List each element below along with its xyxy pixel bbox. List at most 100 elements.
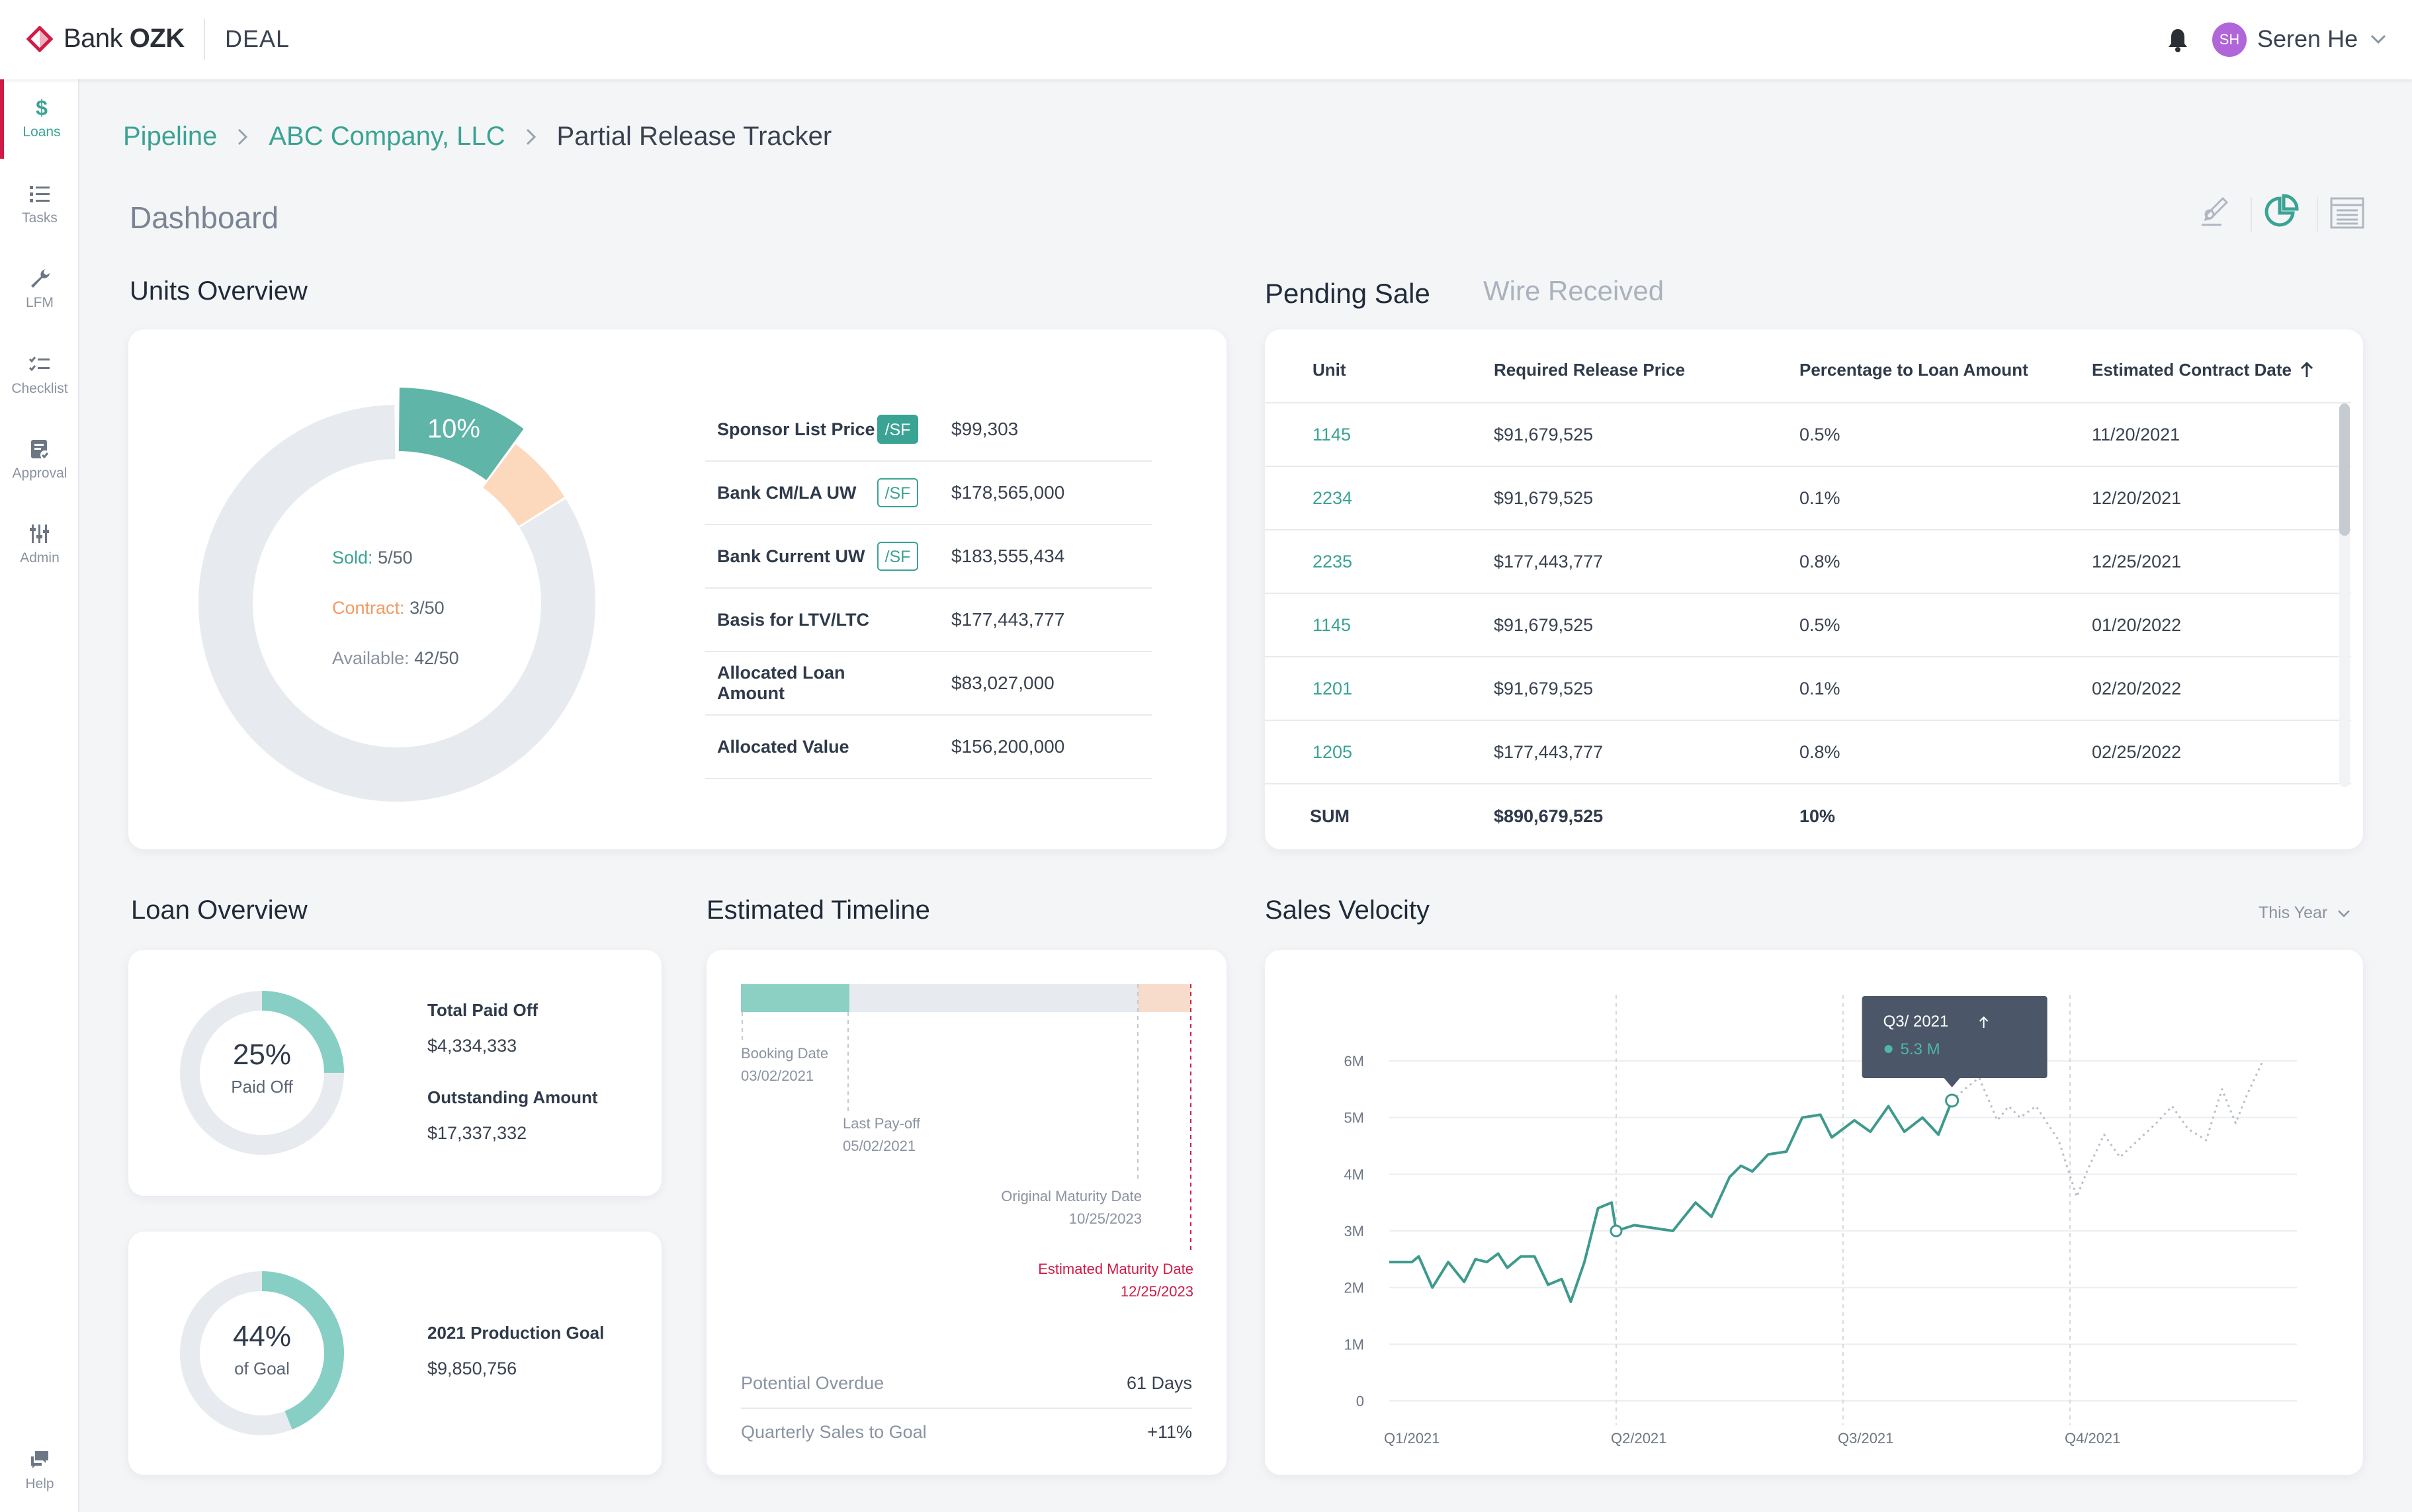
bank-logo[interactable]: Bank OZK — [26, 24, 185, 54]
tab-pending-sale[interactable]: Pending Sale — [1265, 278, 1430, 309]
sidebar-item-lfm[interactable]: LFM — [0, 250, 79, 329]
estimated-maturity-event: Estimated Maturity Date 12/25/2023 — [1038, 1258, 1193, 1303]
per-sf-toggle[interactable]: /SF — [877, 415, 918, 444]
period-dropdown[interactable]: This Year — [2259, 903, 2352, 923]
percentage-cell: 0.1% — [1799, 487, 1840, 508]
arrow-up-icon — [1979, 1016, 1989, 1028]
table-row[interactable]: 1145 $91,679,525 0.5% 01/20/2022 — [1265, 594, 2351, 657]
column-header-percentage[interactable]: Percentage to Loan Amount — [1799, 359, 2028, 380]
legend-contract: Contract: 3/50 — [332, 598, 445, 618]
table-row[interactable]: 2235 $177,443,777 0.8% 12/25/2021 — [1265, 530, 2351, 594]
production-goal-value: $9,850,756 — [427, 1359, 517, 1378]
user-name[interactable]: Seren He — [2257, 25, 2358, 52]
per-sf-toggle[interactable]: /SF — [877, 478, 918, 507]
contract-segment — [483, 444, 565, 526]
breadcrumb-company-link[interactable]: ABC Company, LLC — [269, 122, 505, 151]
chevron-down-icon[interactable] — [2368, 29, 2388, 49]
period-dropdown-value: This Year — [2259, 903, 2328, 922]
table-row[interactable]: 2234 $91,679,525 0.1% 12/20/2021 — [1265, 467, 2351, 530]
tab-wire-received[interactable]: Wire Received — [1483, 275, 1664, 306]
release-price-cell: $91,679,525 — [1494, 487, 1594, 508]
event-date: 05/02/2021 — [843, 1138, 916, 1154]
column-header-contract-date[interactable]: Estimated Contract Date — [2092, 337, 2314, 402]
event-label: Booking Date — [741, 1045, 829, 1062]
timeline-elapsed-segment — [741, 984, 849, 1012]
units-row-bank-cm-la-uw: Bank CM/LA UW /SF $178,565,000 — [705, 462, 1152, 525]
header-divider — [204, 19, 205, 60]
sidebar-item-help[interactable]: Help — [0, 1431, 79, 1511]
top-navigation-bar: Bank OZK DEAL SH Seren He — [0, 0, 2412, 79]
tooltip-title: Q3/ 2021 — [1883, 1013, 1949, 1030]
paid-off-fill — [262, 991, 344, 1073]
units-row-bank-current-uw: Bank Current UW /SF $183,555,434 — [705, 525, 1152, 589]
event-date: 10/25/2023 — [1068, 1210, 1142, 1227]
paid-off-percentage: 25% — [232, 1038, 292, 1071]
table-view-icon[interactable] — [2329, 194, 2366, 231]
column-header-unit[interactable]: Unit — [1313, 359, 1346, 380]
wrench-icon — [31, 269, 50, 288]
unit-link[interactable]: 2234 — [1313, 487, 1353, 508]
sidebar-item-approval[interactable]: Approval — [0, 421, 79, 500]
sidebar-item-label: Approval — [12, 466, 67, 481]
pending-sale-card — [1265, 329, 2363, 849]
timeline-remaining-segment — [849, 984, 1138, 1012]
y-tick-label: 5M — [1344, 1110, 1364, 1126]
breadcrumb-pipeline-link[interactable]: Pipeline — [123, 122, 218, 151]
sidebar: $ Loans Tasks LFM Checklist Approval Adm… — [0, 79, 79, 1512]
table-row[interactable]: 1205 $177,443,777 0.8% 02/25/2022 — [1265, 721, 2351, 784]
sort-ascending-icon[interactable] — [2300, 361, 2314, 378]
unit-link[interactable]: 1205 — [1313, 741, 1353, 762]
sidebar-item-label: Checklist — [11, 381, 68, 396]
sum-percentage: 10% — [1799, 806, 1836, 826]
sum-release-price: $890,679,525 — [1494, 806, 1604, 826]
table-row[interactable]: 1201 $91,679,525 0.1% 02/20/2022 — [1265, 657, 2351, 721]
q2-data-point — [1610, 1224, 1623, 1238]
sidebar-item-label: Help — [25, 1476, 54, 1491]
chat-icon — [31, 1451, 48, 1468]
y-tick-label: 6M — [1344, 1053, 1364, 1070]
sidebar-item-admin[interactable]: Admin — [0, 505, 79, 585]
contract-date-cell: 01/20/2022 — [2092, 614, 2182, 635]
event-date: 03/02/2021 — [741, 1068, 814, 1084]
row-value: $177,443,777 — [951, 609, 1065, 630]
tooltip-legend-dot — [1884, 1045, 1893, 1053]
highlighted-data-point — [1945, 1093, 1960, 1108]
table-body: 1145 $91,679,525 0.5% 11/20/2021 2234 $91,679… — [1265, 403, 2351, 784]
table-row[interactable]: 1145 $91,679,525 0.5% 11/20/2021 — [1265, 403, 2351, 467]
production-goal-caption: of Goal — [234, 1359, 290, 1378]
sidebar-item-loans[interactable]: $ Loans — [0, 79, 79, 159]
units-donut-chart: 10% — [198, 388, 595, 802]
actual-sales-line — [1389, 1100, 1954, 1304]
production-goal-center: 44% of Goal — [176, 1320, 348, 1379]
chevron-right-icon — [526, 128, 536, 145]
x-tick-label: Q1/2021 — [1384, 1430, 1440, 1447]
sold-percentage-label: 10% — [427, 415, 480, 444]
sidebar-item-checklist[interactable]: Checklist — [0, 336, 79, 415]
production-goal-donut — [180, 1271, 344, 1435]
row-label: Bank CM/LA UW — [717, 482, 857, 503]
unit-link[interactable]: 1201 — [1313, 678, 1353, 698]
chevron-right-icon — [238, 128, 248, 145]
scrollbar-thumb[interactable] — [2339, 403, 2350, 536]
outstanding-amount-label: Outstanding Amount — [427, 1087, 598, 1107]
pie-chart-icon[interactable] — [2262, 193, 2300, 230]
row-value: $156,200,000 — [951, 736, 1065, 757]
table-scrollbar[interactable] — [2339, 403, 2350, 787]
page-title: Dashboard — [130, 200, 279, 235]
potential-overdue-label: Potential Overdue — [741, 1373, 884, 1393]
user-avatar[interactable]: SH — [2212, 22, 2247, 57]
unit-link[interactable]: 2235 — [1313, 551, 1353, 571]
x-tick-label: Q3/2021 — [1838, 1430, 1893, 1447]
sidebar-item-tasks[interactable]: Tasks — [0, 165, 79, 245]
per-sf-toggle[interactable]: /SF — [877, 542, 918, 571]
sum-label: SUM — [1310, 806, 1350, 826]
row-value: $178,565,000 — [951, 482, 1065, 503]
unit-link[interactable]: 1145 — [1313, 424, 1352, 444]
edit-icon[interactable] — [2196, 194, 2233, 231]
production-goal-fill — [262, 1271, 344, 1430]
paid-off-donut — [180, 991, 344, 1155]
notification-bell-icon[interactable] — [2166, 26, 2190, 53]
total-paid-off-label: Total Paid Off — [427, 1000, 538, 1020]
column-header-release-price[interactable]: Required Release Price — [1494, 359, 1686, 380]
unit-link[interactable]: 1145 — [1313, 614, 1352, 635]
